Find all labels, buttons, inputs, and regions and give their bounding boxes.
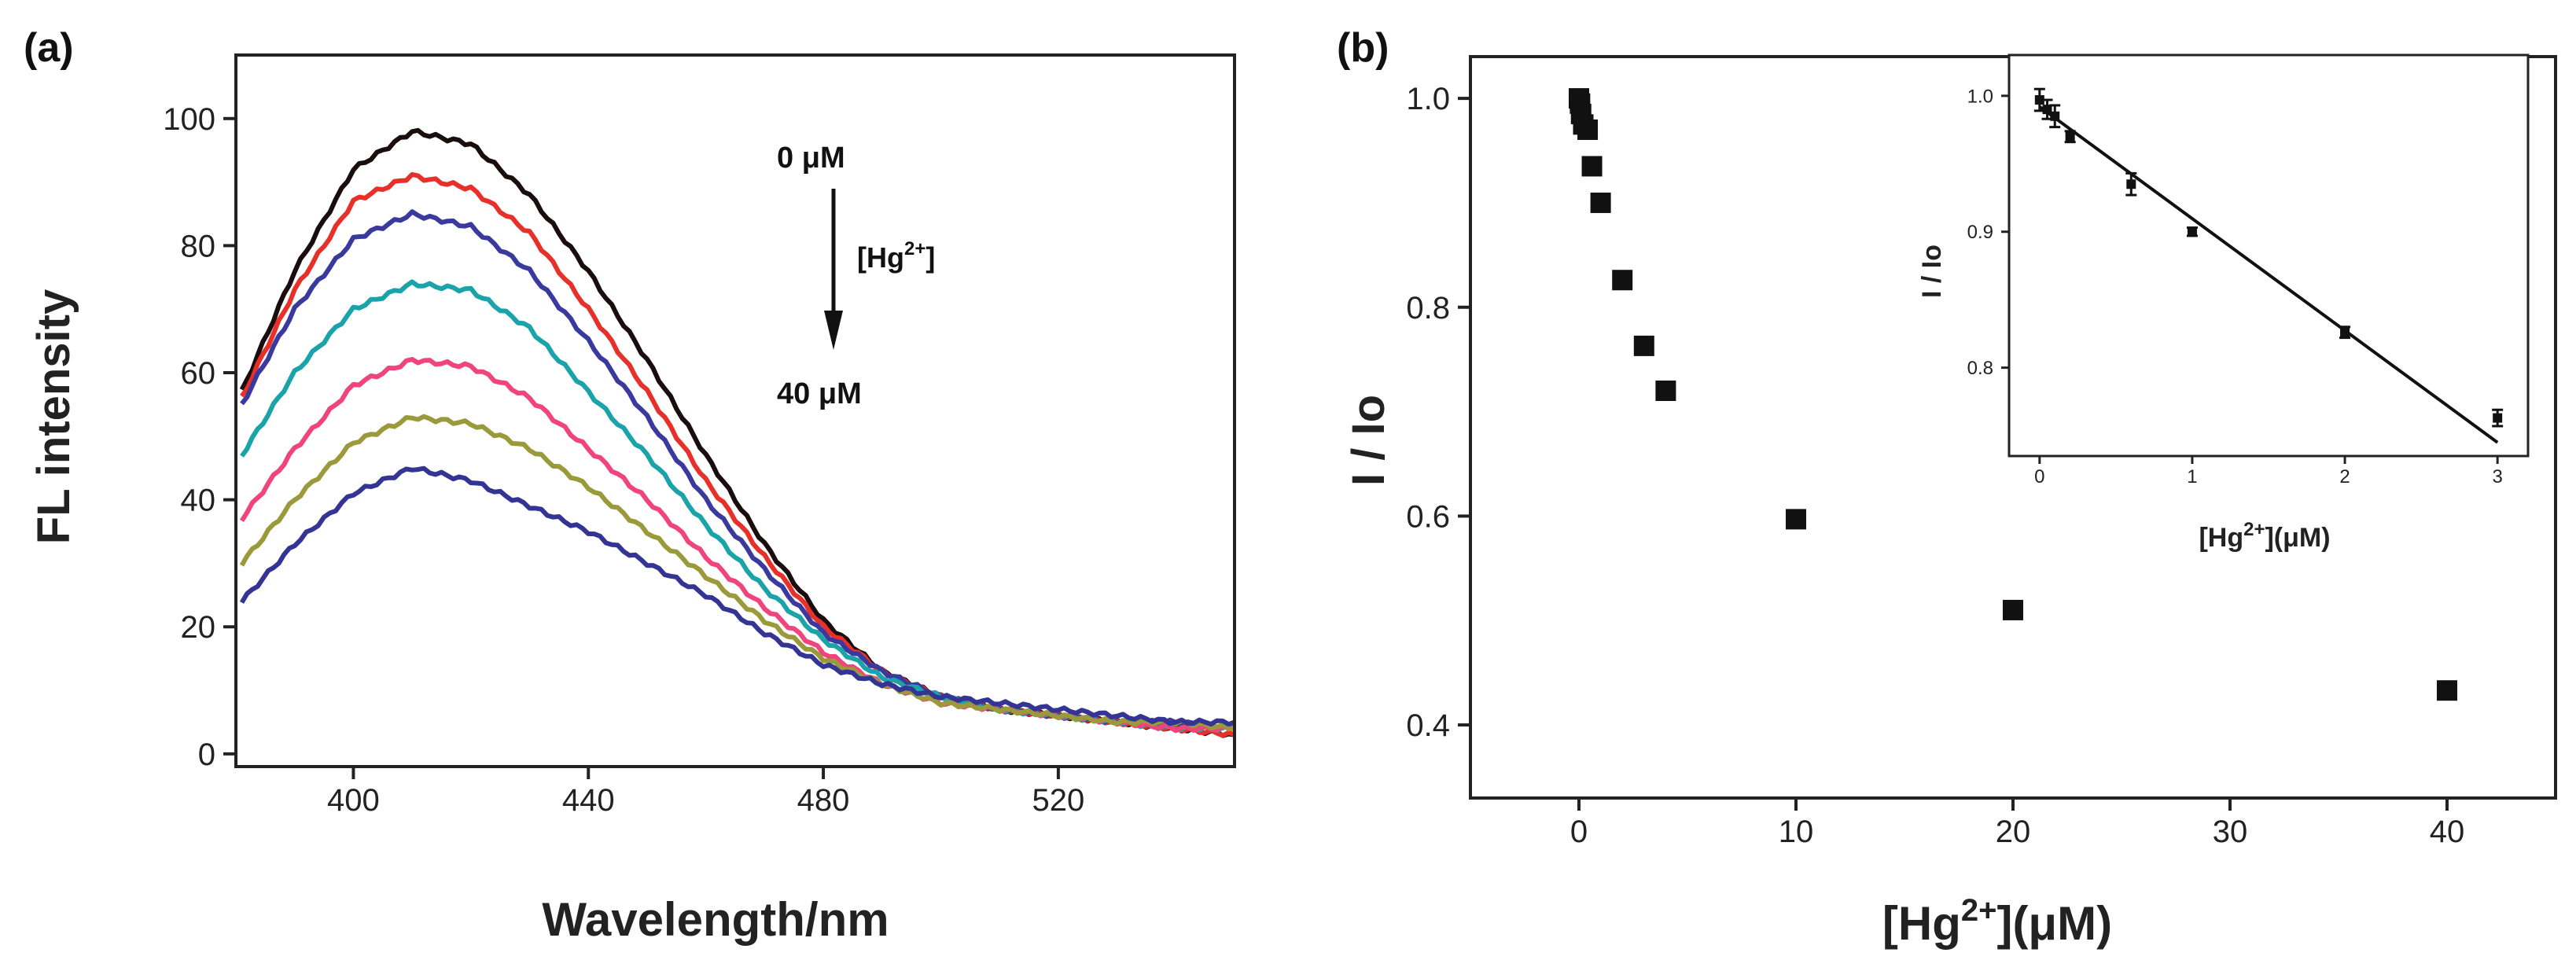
inset-fit-line <box>2038 105 2499 444</box>
panel-a-annotation-middle-end: ] <box>926 241 935 274</box>
inset-fit-group <box>2038 105 2499 444</box>
data-point <box>1577 119 1599 140</box>
inset-points-group <box>2033 87 2504 428</box>
inset-xtick-label: 2 <box>2339 466 2350 487</box>
panel-b-xlabel-end: ](μM) <box>1996 897 2112 950</box>
panel-a-axes: 400 440 480 520 0 20 40 60 80 100 <box>163 53 1236 818</box>
panel-a-annotation-middle-sup: 2+ <box>904 238 926 259</box>
panel-b-ytick-label: 1.0 <box>1406 82 1450 116</box>
panel-b-ytick-label: 0.6 <box>1406 499 1450 534</box>
panel-b-xlabel-base: [Hg <box>1882 897 1961 950</box>
panel-a-annotation-arrow-head <box>824 311 843 350</box>
inset-data-point <box>2493 413 2503 423</box>
panel-b-xlabel-sup: 2+ <box>1961 893 1997 928</box>
data-point <box>2437 680 2457 701</box>
panel-a: (a) 400 440 480 520 0 20 40 60 80 100 Wavelength/… <box>24 25 1236 946</box>
data-point <box>1786 509 1806 530</box>
panel-a-annotation-middle-base: [Hg <box>857 241 904 274</box>
spectrum-line-5 <box>239 357 1235 734</box>
panel-a-xtick-label: 400 <box>327 783 380 818</box>
panel-a-annotation-top: 0 μM <box>777 142 845 175</box>
panel-a-annotation-middle: [Hg2+] <box>857 238 935 274</box>
panel-b: (b) 0 10 20 30 400.40.60.81.0 [Hg2+](μM) I /… <box>1337 25 2557 950</box>
panel-a-ylabel: FL intensity <box>28 289 79 544</box>
inset-xtick-label: 1 <box>2187 466 2197 487</box>
panel-b-xtick-label: 0 <box>1570 815 1588 849</box>
inset-frame <box>2007 53 2530 458</box>
panel-a-frame <box>234 53 1236 768</box>
inset-data-point <box>2050 111 2060 121</box>
inset-axes: 0 1 2 3 0.8 0.9 1.0 <box>1967 53 2530 487</box>
panel-a-xtick-label: 520 <box>1032 783 1085 818</box>
data-point <box>2003 599 2023 620</box>
panel-b-ylabel: I / Io <box>1343 395 1394 486</box>
inset-ytick-label: 1.0 <box>1967 86 1993 107</box>
inset-xtick-label: 3 <box>2492 466 2502 487</box>
panel-a-ytick-label: 20 <box>181 610 216 645</box>
panel-b-xtick-label: 30 <box>2213 815 2248 849</box>
panel-b-ytick-label: 0.8 <box>1406 291 1450 326</box>
data-point <box>1655 381 1676 402</box>
data-point <box>1633 335 1654 356</box>
inset-xtick-label: 0 <box>2034 466 2044 487</box>
panel-b-ytick-label: 0.4 <box>1406 708 1450 743</box>
spectrum-line-3 <box>240 209 1236 731</box>
inset-data-point <box>2187 226 2197 237</box>
panel-a-ytick-label: 80 <box>181 229 216 263</box>
panel-a-ytick-label: 100 <box>163 102 215 137</box>
spectrum-line-2 <box>240 171 1236 738</box>
panel-b-xtick-label: 40 <box>2430 815 2465 849</box>
panel-b-label: (b) <box>1337 25 1389 71</box>
panel-b-xtick-label: 20 <box>1996 815 2031 849</box>
panel-a-ytick-label: 40 <box>181 484 216 518</box>
data-point <box>1590 192 1611 213</box>
inset-data-point <box>2042 105 2052 115</box>
data-point <box>1612 270 1633 291</box>
panel-a-ytick-label: 0 <box>198 737 215 772</box>
panel-b-xlabel: [Hg2+](μM) <box>1882 893 2112 950</box>
panel-b-points-group <box>1569 88 2457 701</box>
panel-a-xtick-label: 480 <box>797 783 850 818</box>
inset-ytick-label: 0.9 <box>1967 222 1993 243</box>
panel-b-xtick-label: 10 <box>1779 815 1814 849</box>
spectrum-line-6 <box>239 414 1235 732</box>
panel-a-annotation-bottom: 40 μM <box>777 377 862 410</box>
inset-data-point <box>2340 327 2350 337</box>
panel-a-xlabel: Wavelength/nm <box>542 893 889 946</box>
panel-b-inset: 0 1 2 3 0.8 0.9 1.0 [Hg2+](μM) I / Io <box>1917 53 2530 553</box>
panel-a-ytick-label: 60 <box>181 356 216 391</box>
inset-ytick-label: 0.8 <box>1967 358 1993 379</box>
panel-a-label: (a) <box>24 25 74 71</box>
inset-xlabel: [Hg2+](μM) <box>2199 519 2330 553</box>
inset-data-point <box>2065 131 2075 142</box>
inset-background <box>2009 55 2528 456</box>
inset-ylabel: I / Io <box>1917 245 1947 298</box>
inset-data-point <box>2126 179 2136 189</box>
data-point <box>1581 156 1603 177</box>
panel-a-series-group <box>239 127 1236 738</box>
inset-xlabel-sup: 2+ <box>2243 519 2265 540</box>
inset-xlabel-end: ](μM) <box>2265 523 2330 553</box>
panel-a-xtick-label: 440 <box>562 783 615 818</box>
inset-data-point <box>2034 95 2044 105</box>
spectrum-line-7 <box>239 465 1236 727</box>
inset-xlabel-base: [Hg <box>2199 523 2243 553</box>
